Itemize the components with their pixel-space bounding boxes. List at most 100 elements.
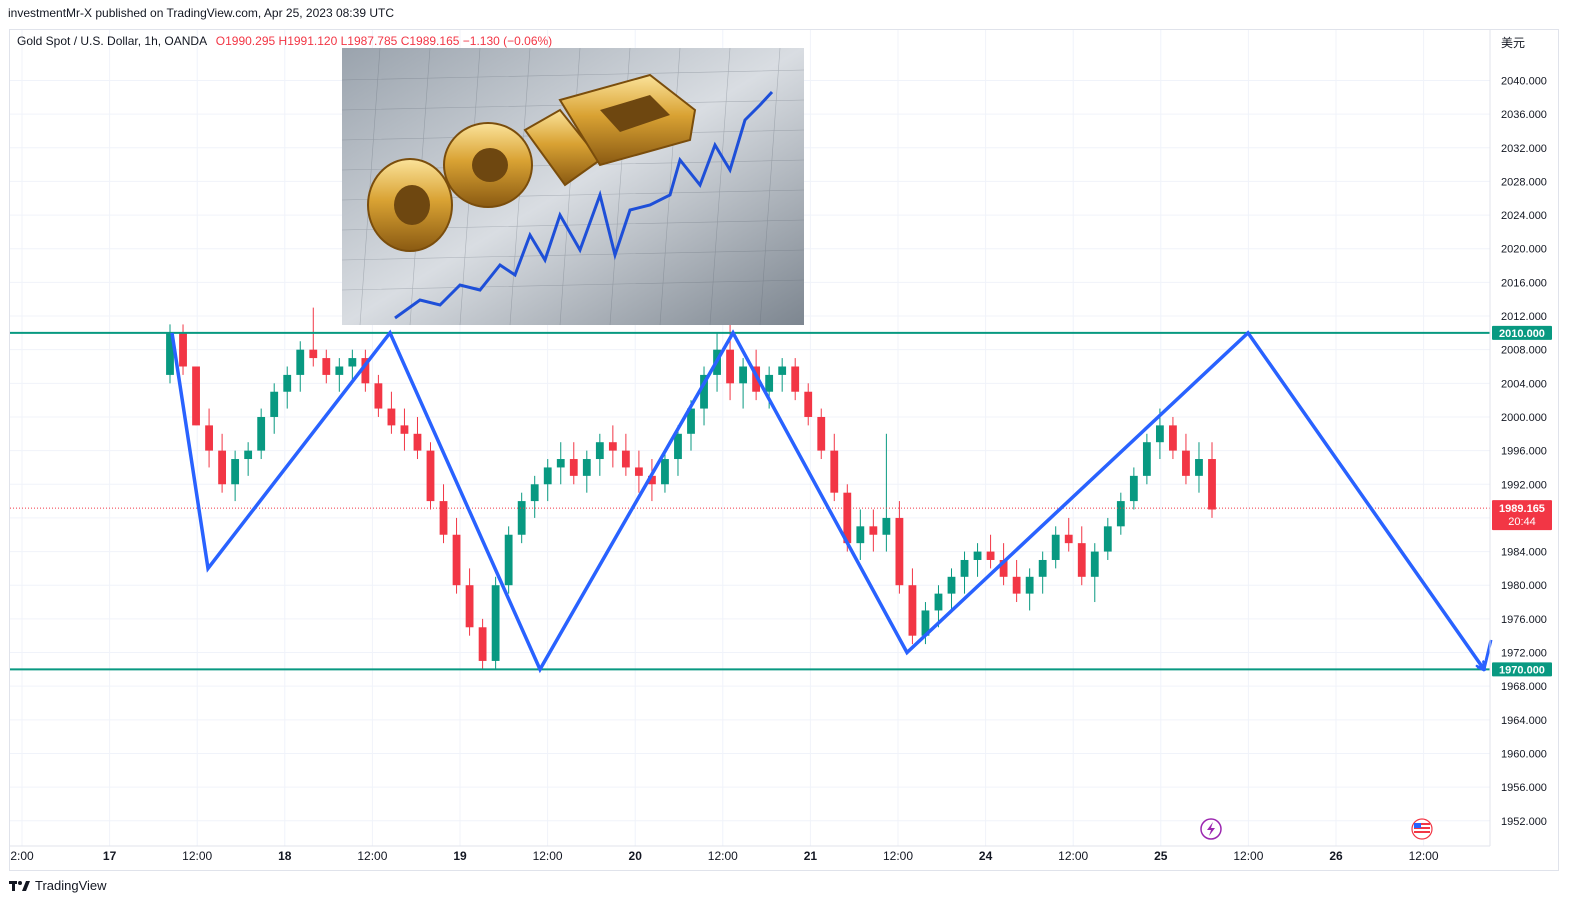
symbol-legend[interactable]: Gold Spot / U.S. Dollar, 1h, OANDA O1990… <box>17 34 552 48</box>
candle-body <box>530 484 539 502</box>
candle-body <box>634 467 643 476</box>
candle-body <box>752 366 761 392</box>
candle-body <box>934 593 943 611</box>
price-tick-label: 2004.000 <box>1501 378 1547 390</box>
candle-body <box>517 501 526 535</box>
price-tick-label: 2012.000 <box>1501 311 1547 323</box>
us-flag-icon[interactable] <box>1411 818 1433 840</box>
candle-body <box>830 450 839 493</box>
candle-body <box>309 349 318 359</box>
candle-body <box>283 374 292 392</box>
level-badge-label: 2010.000 <box>1499 328 1545 340</box>
candle-body <box>726 349 734 384</box>
candle-body <box>700 374 708 409</box>
candle-body <box>765 374 774 392</box>
price-tick-label: 1976.000 <box>1501 614 1547 626</box>
currency-label[interactable]: 美元 <box>1501 36 1526 50</box>
close-label: C <box>400 34 410 48</box>
low-label: L <box>340 34 348 48</box>
candle-body <box>661 459 669 485</box>
candle-body <box>439 501 448 535</box>
candle-body <box>791 366 800 392</box>
candle-body <box>739 366 748 384</box>
candle-body <box>556 459 565 468</box>
candle-body <box>569 459 578 476</box>
high-label: H <box>278 34 288 48</box>
time-tick-label: 26 <box>1329 849 1343 863</box>
candle-body <box>166 332 174 375</box>
gold-letters-shape <box>367 73 697 252</box>
zigzag-line <box>170 329 1484 674</box>
candle-body <box>674 433 682 460</box>
candle-body <box>361 358 370 384</box>
candle-body <box>543 467 552 485</box>
time-tick-label: 24 <box>979 849 993 863</box>
price-tick-label: 1972.000 <box>1501 648 1547 660</box>
time-tick-label: 12:00 <box>708 849 738 863</box>
candle-body <box>322 358 331 375</box>
price-tick-label: 1992.000 <box>1501 479 1547 491</box>
price-tick-label: 2008.000 <box>1501 345 1547 357</box>
time-tick-label: 12:00 <box>1058 849 1088 863</box>
candle-body <box>1195 459 1203 476</box>
candle-body <box>921 610 930 636</box>
candle-body <box>426 450 435 502</box>
candle-body <box>778 366 787 375</box>
lightning-icon[interactable] <box>1200 818 1222 840</box>
candle-body <box>843 492 852 544</box>
price-axis[interactable]: 1952.000 1956.000 1960.000 1964.000 1968.000… <box>1489 30 1547 846</box>
candle-body <box>1142 442 1151 476</box>
time-tick-label: 12:00 <box>1409 849 1439 863</box>
candle-body <box>205 425 213 451</box>
candle-body <box>491 585 500 661</box>
price-tick-label: 2016.000 <box>1501 277 1547 289</box>
candle-body <box>192 366 200 426</box>
footer-brand-text: TradingView <box>35 878 107 893</box>
price-tick-label: 1980.000 <box>1501 580 1547 592</box>
candle-body <box>595 442 604 460</box>
change-value: −1.130 (−0.06%) <box>462 34 553 48</box>
time-tick-label: 25 <box>1154 849 1168 863</box>
time-tick-label: 2:00 <box>10 849 34 863</box>
open-label: O <box>215 34 226 48</box>
candle-body <box>817 416 826 451</box>
price-tick-label: 2024.000 <box>1501 210 1547 222</box>
candle-body <box>387 408 396 426</box>
candle-body <box>882 517 891 535</box>
level-badge <box>1492 325 1552 340</box>
candle-body <box>257 416 266 451</box>
footer-brand[interactable]: TradingView <box>9 878 107 893</box>
price-tick-label: 2032.000 <box>1501 143 1547 155</box>
candle-body <box>1103 526 1112 552</box>
time-tick-label: 19 <box>453 849 467 863</box>
candle-body <box>179 332 187 367</box>
candle-body <box>270 391 279 417</box>
candle-body <box>296 349 305 375</box>
time-tick-label: 12:00 <box>1233 849 1263 863</box>
candle-body <box>1077 543 1086 577</box>
gold-illustration <box>341 47 805 326</box>
publisher-header: investmentMr-X published on TradingView.… <box>8 6 394 20</box>
close-value: 1989.165 <box>409 34 460 48</box>
price-tick-label: 2028.000 <box>1501 176 1547 188</box>
ohlc-values: O1990.295 H1991.120 L1987.785 C1989.165 … <box>216 34 552 48</box>
candle-body <box>218 450 227 485</box>
candle-body <box>1012 576 1021 594</box>
price-tick-label: 2020.000 <box>1501 244 1547 256</box>
candle-body <box>478 627 487 661</box>
candle-body <box>400 425 409 434</box>
time-axis[interactable]: 2:00 17 12:00 18 12:00 19 12:00 20 12:00 21 12:00 2… <box>10 845 1490 863</box>
price-tick-label: 1964.000 <box>1501 715 1547 727</box>
candle-body <box>960 559 969 577</box>
time-tick-label: 12:00 <box>182 849 212 863</box>
candle-body <box>1155 425 1164 443</box>
open-value: 1990.295 <box>225 34 276 48</box>
candle-body <box>869 526 878 535</box>
level-badge-label: 1970.000 <box>1499 664 1545 676</box>
price-tick-label: 1952.000 <box>1501 816 1547 828</box>
candle-body <box>986 551 995 560</box>
candle-body <box>465 585 474 628</box>
candle-body <box>231 459 240 485</box>
